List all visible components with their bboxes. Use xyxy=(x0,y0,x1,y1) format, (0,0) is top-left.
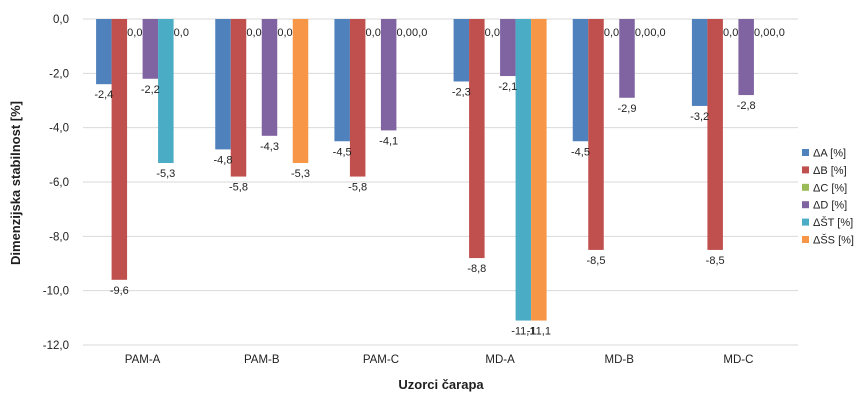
bar xyxy=(261,19,278,136)
data-label: -4,5 xyxy=(333,146,352,158)
data-label: 0,0 xyxy=(635,27,650,39)
x-tick-label: MD-B xyxy=(605,354,635,366)
y-tick-label: -12,0 xyxy=(43,340,69,352)
bar xyxy=(230,19,247,177)
data-label: 0,0 xyxy=(650,27,665,39)
bar xyxy=(588,19,604,250)
data-label: -9,6 xyxy=(110,285,129,297)
data-label: 0,0 xyxy=(485,27,500,39)
data-label: 0,0 xyxy=(246,27,261,39)
y-tick-label: -10,0 xyxy=(43,286,69,298)
data-label: -4,8 xyxy=(214,154,233,166)
bar xyxy=(334,19,350,142)
legend-swatch xyxy=(802,149,809,156)
bar xyxy=(142,19,159,79)
y-tick-label: -4,0 xyxy=(49,123,69,135)
bar xyxy=(691,19,708,106)
bars xyxy=(96,19,754,321)
x-tick-label: MD-A xyxy=(485,354,515,366)
legend-label: ΔC [%] xyxy=(813,182,847,194)
data-label: -2,9 xyxy=(618,103,637,115)
legend-swatch xyxy=(802,236,809,243)
data-label: 0,0 xyxy=(174,27,189,39)
data-label: -3,2 xyxy=(690,111,709,123)
data-label: 0,0 xyxy=(412,27,427,39)
bar xyxy=(515,19,532,321)
legend-label: ΔŠT [%] xyxy=(813,216,853,229)
bar xyxy=(469,19,485,259)
y-tick-label: -8,0 xyxy=(49,231,69,243)
data-label: -8,8 xyxy=(467,263,486,275)
data-label: -5,3 xyxy=(156,168,175,180)
x-tick-label: MD-C xyxy=(723,354,753,366)
data-label: -11,1 xyxy=(511,326,535,338)
data-labels: -2,4 -9,6 0,0 -2,2 -5,3 0,0 -4,8 -5,8 0,0 -4,3 0,0… xyxy=(94,27,784,338)
data-label: 0,0 xyxy=(397,27,412,39)
bar xyxy=(500,19,516,77)
data-label: -8,5 xyxy=(706,255,725,267)
legend: ΔA [%] ΔB [%] ΔC [%] ΔD [%] ΔŠT [%] ΔŠS [%] xyxy=(802,148,854,247)
x-tick-label: PAM-B xyxy=(244,354,280,366)
bar xyxy=(158,19,174,163)
y-axis-title: Dimenzijska stabilnost [%] xyxy=(8,101,23,265)
data-label: 0,0 xyxy=(366,27,381,39)
data-label: 0,0 xyxy=(754,27,769,39)
data-label: -4,3 xyxy=(260,141,279,153)
data-label: -2,2 xyxy=(141,84,160,96)
bar xyxy=(349,19,366,177)
bar xyxy=(738,19,754,96)
legend-label: ΔŠS [%] xyxy=(813,234,854,247)
data-label: -8,5 xyxy=(587,255,606,267)
data-label: 0,0 xyxy=(723,27,738,39)
bar xyxy=(453,19,470,82)
data-label: -4,1 xyxy=(379,135,398,147)
data-label: 0,0 xyxy=(127,27,142,39)
legend-swatch xyxy=(802,183,809,191)
axes: 0,0 -2,0 -4,0 -6,0 -8,0 -10,0 -12,0 PAM-A PAM-B P… xyxy=(43,14,754,366)
bar xyxy=(292,19,309,163)
bar xyxy=(707,19,723,250)
data-label: -4,5 xyxy=(571,146,590,158)
bar xyxy=(572,19,589,142)
legend-swatch xyxy=(802,166,809,174)
gridlines xyxy=(83,18,798,346)
data-label: -2,1 xyxy=(498,81,517,93)
data-label: -2,8 xyxy=(737,100,756,112)
legend-label: ΔD [%] xyxy=(813,200,847,212)
data-label: -2,4 xyxy=(94,89,113,101)
legend-swatch xyxy=(802,201,809,209)
data-label: -11,1 xyxy=(527,326,551,338)
data-label: -5,3 xyxy=(291,168,310,180)
bar xyxy=(380,19,397,131)
y-tick-label: 0,0 xyxy=(53,14,69,26)
bar xyxy=(111,19,128,280)
x-tick-label: PAM-A xyxy=(125,354,161,366)
data-label: -2,3 xyxy=(452,86,471,98)
data-label: 0,0 xyxy=(770,27,785,39)
bar xyxy=(619,19,635,98)
data-label: 0,0 xyxy=(277,27,292,39)
x-tick-label: PAM-C xyxy=(363,354,399,366)
y-tick-label: -6,0 xyxy=(49,177,69,189)
bar xyxy=(531,19,547,321)
legend-label: ΔA [%] xyxy=(813,148,846,160)
bar xyxy=(96,19,112,85)
data-label: -5,8 xyxy=(348,182,367,194)
legend-swatch xyxy=(802,218,809,226)
legend-label: ΔB [%] xyxy=(813,165,847,177)
y-tick-label: -2,0 xyxy=(49,68,69,80)
data-label: 0,0 xyxy=(604,27,619,39)
data-label: -5,8 xyxy=(229,182,248,194)
bar xyxy=(215,19,231,150)
x-axis-title: Uzorci čarapa xyxy=(398,377,484,392)
